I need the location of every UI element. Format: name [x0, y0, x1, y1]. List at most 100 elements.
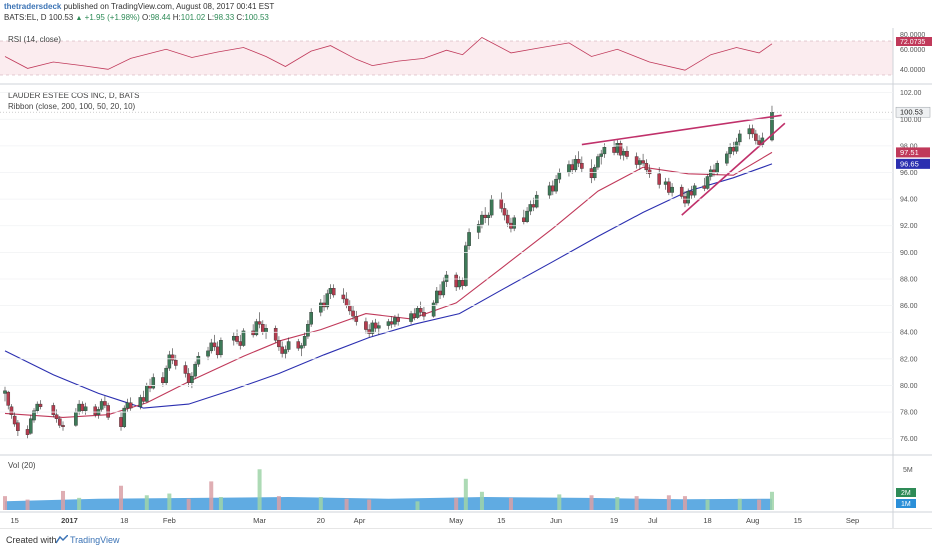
candle-body [144, 385, 149, 402]
candle-body [757, 140, 761, 145]
symbol-label: BATS:EL, D [4, 13, 47, 22]
candle-body [254, 321, 259, 336]
candle-body [715, 162, 720, 173]
candle-body [641, 160, 645, 164]
candle-body [241, 330, 246, 346]
candle-body [502, 208, 507, 216]
high-label: H: [172, 13, 181, 22]
volume-bar [757, 499, 762, 510]
tradingview-brand-link[interactable]: TradingView [70, 535, 120, 545]
price-tick: 86.00 [900, 303, 918, 310]
volume-bar [3, 496, 7, 510]
last-price-label: 100.53 [900, 108, 923, 117]
trendline[interactable] [681, 122, 786, 216]
candle-body [409, 313, 413, 322]
candle-body [683, 196, 687, 204]
candle-body [367, 329, 371, 334]
created-with-text: Created with [6, 535, 57, 545]
candle-body [512, 217, 516, 229]
candle-body [364, 321, 368, 330]
ma-line [4, 151, 773, 418]
time-tick: 18 [120, 516, 128, 525]
volume-bar [61, 490, 66, 510]
candle-body [476, 224, 481, 233]
candle-body [83, 406, 88, 411]
volume-bar [508, 497, 513, 510]
candle-body [6, 391, 11, 406]
volume-bar [77, 497, 82, 510]
candle-body [522, 217, 526, 222]
footer-bar: Created with TradingView [0, 528, 932, 551]
candle-body [644, 162, 649, 171]
candle-body [306, 324, 310, 337]
volume-bar [218, 497, 223, 510]
candle-body [415, 308, 420, 318]
rsi-band [0, 41, 893, 75]
price-pane: LAUDER ESTEE COS INC, D, BATS Ribbon (cl… [0, 91, 893, 439]
volume-bar [589, 495, 594, 510]
candle-body [480, 214, 484, 225]
price-tick: 98.00 [900, 143, 918, 150]
candle-body [212, 342, 217, 348]
candle-body [206, 350, 210, 357]
candle-body [331, 288, 336, 296]
candle-body [138, 397, 143, 407]
volume-bar [615, 497, 620, 510]
time-tick: Mar [253, 516, 266, 525]
rsi-line [4, 37, 773, 71]
candle-body [299, 345, 304, 349]
candle-body [103, 401, 107, 406]
candle-body [599, 153, 603, 157]
volume-pane: Vol (20) [3, 461, 774, 510]
candle-body [25, 429, 30, 435]
candle-body [389, 321, 394, 325]
volume-bar [344, 498, 349, 510]
rsi-current-label: 72.0735 [900, 39, 925, 46]
time-tick: Jul [648, 516, 658, 525]
volume-bar [557, 494, 562, 510]
volume-bar [479, 491, 484, 510]
candle-body [621, 151, 626, 156]
published-text: published on TradingView.com, August 08,… [63, 2, 275, 11]
candle-body [341, 294, 346, 300]
rsi-tick-80: 80.0000 [900, 32, 925, 39]
volume-bar [167, 493, 172, 510]
candle-body [547, 185, 552, 196]
time-tick: Jun [550, 516, 562, 525]
candle-body [183, 365, 188, 374]
candle-body [557, 172, 562, 180]
candle-body [634, 156, 639, 165]
trendline[interactable] [581, 114, 782, 146]
close-label: C: [236, 13, 245, 22]
time-tick: Feb [163, 516, 176, 525]
candle-body [377, 325, 381, 329]
price-axis: 102.00 100.00 98.00 96.00 94.00 92.00 90.00 88.… [0, 90, 922, 443]
candle-body [215, 346, 220, 356]
candle-body [12, 415, 17, 425]
candle-body [573, 158, 578, 171]
candle-body [725, 153, 729, 164]
candle-body [344, 298, 349, 306]
candle-body [261, 324, 265, 333]
publish-line: thetradersdeck published on TradingView.… [4, 2, 274, 11]
candle-body [9, 406, 14, 415]
candle-body [141, 397, 146, 402]
last-price: 100.53 [48, 13, 74, 22]
candle-body [657, 173, 661, 185]
volume-title: Vol (20) [8, 461, 36, 470]
candle-body [57, 418, 62, 426]
volume-bars [3, 469, 774, 510]
candle-body [319, 302, 323, 313]
up-arrow-icon: ▲ [75, 15, 83, 22]
volume-bar [737, 498, 742, 510]
time-tick: 15 [10, 516, 18, 525]
candle-body [612, 147, 616, 153]
candle-body [170, 354, 175, 361]
author-link[interactable]: thetradersdeck [4, 2, 62, 11]
candle-body [3, 390, 7, 394]
volume-bar [318, 497, 323, 510]
candle-body [734, 141, 739, 152]
volume-bar [463, 478, 468, 510]
open-value: 98.44 [150, 13, 171, 22]
rsi-current-badge [896, 37, 932, 46]
